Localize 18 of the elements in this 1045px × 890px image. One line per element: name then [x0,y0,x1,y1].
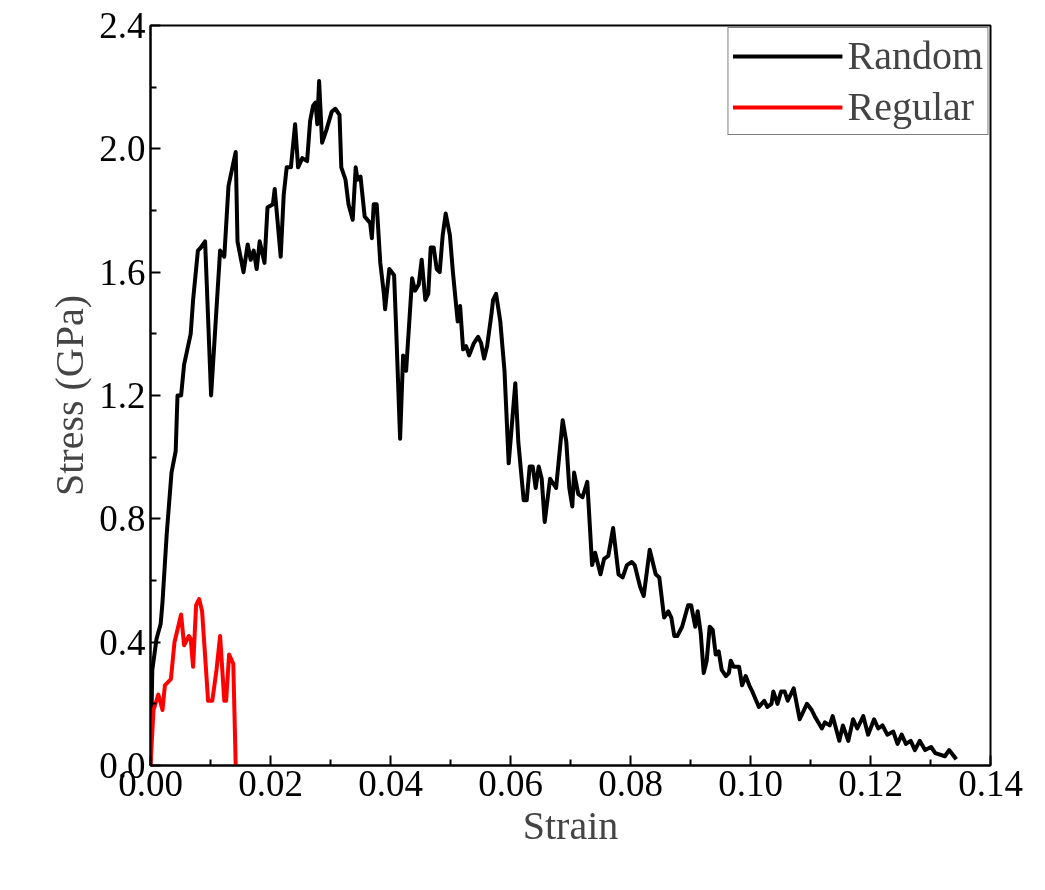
y-axis-title: Stress (GPa) [47,294,93,497]
y-tick-label: 1.6 [99,251,146,293]
legend-label: Regular [847,83,975,130]
y-tick-label: 2.0 [99,128,146,170]
line-series [150,597,238,766]
y-tick-label: 1.2 [99,375,146,416]
x-tick-label: 0.14 [958,762,1023,804]
y-tick-label: 0.8 [99,498,146,540]
x-tick-label: 0.08 [598,762,663,804]
x-tick-label: 0.04 [358,762,423,804]
x-tick-label: 0.12 [838,762,903,804]
y-tick-label: 0.4 [99,621,146,663]
legend-label: Random [847,32,983,79]
y-tick-label: 2.4 [99,5,146,46]
x-axis-title: Strain [522,802,619,848]
x-tick-label: 0.06 [478,762,543,804]
x-tick-label: 0.10 [718,762,783,804]
x-tick-label: 0.02 [238,762,303,804]
